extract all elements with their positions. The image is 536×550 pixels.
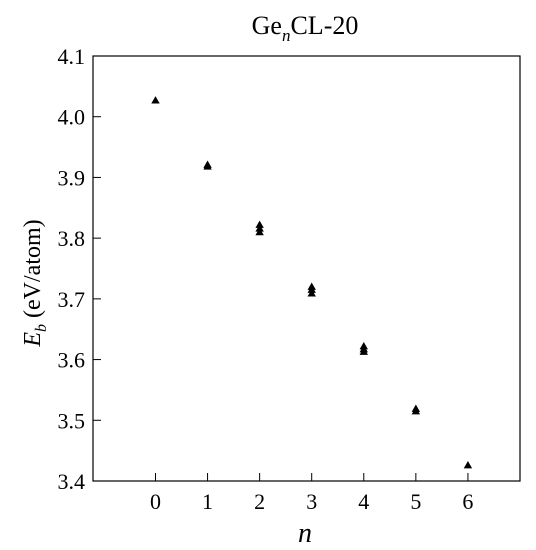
y-tick-label: 3.8 xyxy=(58,226,86,251)
chart-title: GenCL-20 xyxy=(252,11,359,45)
data-point xyxy=(203,160,212,168)
data-point xyxy=(307,289,316,297)
y-tick-label: 4.1 xyxy=(58,44,86,69)
data-points xyxy=(151,96,473,469)
x-tick-label: 1 xyxy=(202,489,213,514)
data-point xyxy=(255,227,264,236)
chart-title-suffix: CL-20 xyxy=(290,11,358,40)
y-tick-label: 3.4 xyxy=(58,469,86,494)
x-tick-label: 0 xyxy=(150,489,161,514)
x-tick-label: 6 xyxy=(462,489,473,514)
x-tick-label: 5 xyxy=(410,489,421,514)
y-tick-label: 3.6 xyxy=(58,348,86,373)
chart-title-subscript: n xyxy=(282,26,291,45)
chart-title-prefix: Ge xyxy=(252,11,282,40)
y-axis-label-suffix: (eV/atom) xyxy=(20,219,46,324)
y-axis-label: Eb (eV/atom) xyxy=(20,219,50,347)
x-tick-label: 4 xyxy=(358,489,369,514)
data-point xyxy=(359,347,368,355)
y-axis-label-subscript: b xyxy=(33,324,50,332)
y-axis: 3.4 3.5 3.6 3.7 3.8 3.9 4.0 4.1 xyxy=(58,44,101,494)
y-tick-label: 3.5 xyxy=(58,408,86,433)
y-tick-label: 3.9 xyxy=(58,165,86,190)
x-tick-label: 2 xyxy=(254,489,265,514)
x-axis-label: n xyxy=(298,518,312,549)
plot-frame xyxy=(92,55,521,482)
y-tick-label: 4.0 xyxy=(58,105,86,130)
y-tick-label: 3.7 xyxy=(58,287,86,312)
x-axis: 0 1 2 3 4 5 6 xyxy=(150,473,473,514)
data-point xyxy=(411,406,421,415)
data-point xyxy=(151,96,160,104)
y-axis-label-main: E xyxy=(20,332,46,348)
x-tick-label: 3 xyxy=(306,489,317,514)
data-point xyxy=(463,461,473,469)
